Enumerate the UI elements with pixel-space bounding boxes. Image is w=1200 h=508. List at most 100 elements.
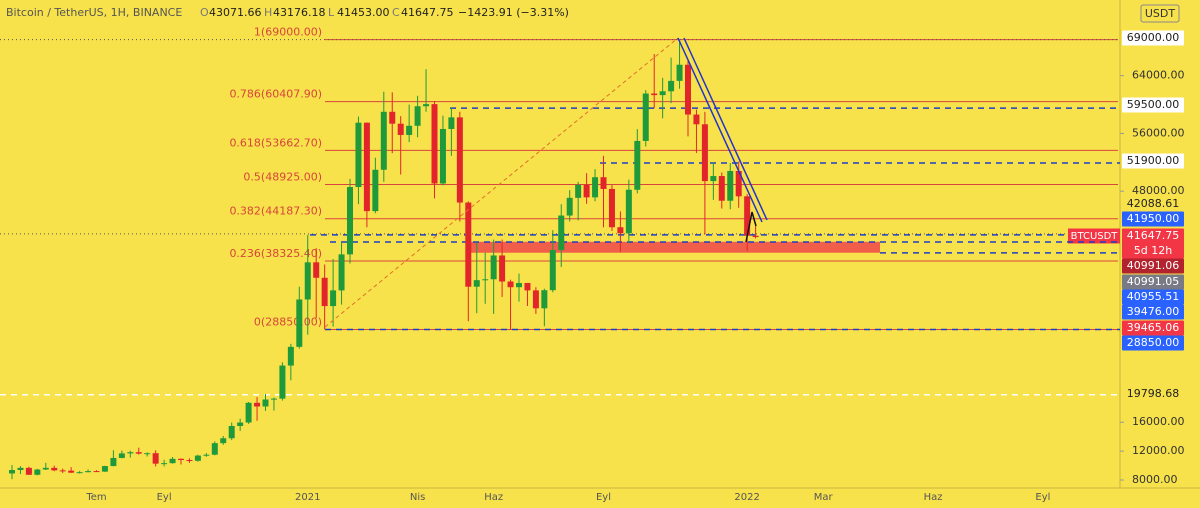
candle-body (254, 402, 261, 407)
candle-body (372, 169, 379, 212)
candle-body (617, 227, 624, 234)
x-tick-label: 2021 (295, 492, 320, 503)
y-tick-label: 48000.00 (1132, 184, 1185, 197)
price-label: 40991.05 (1127, 275, 1180, 288)
fib-label: 0.5(48925.00) (243, 171, 322, 184)
change: −1423.91 (−3.31%) (458, 6, 569, 19)
candle-body (110, 457, 117, 467)
candle-body (279, 365, 286, 399)
candle-body (727, 170, 734, 201)
candle-body (406, 125, 413, 135)
field-key: L (328, 6, 335, 19)
candle-body (330, 290, 337, 307)
candle-body (423, 104, 430, 107)
candle-body (68, 470, 75, 473)
candle-body (397, 123, 404, 135)
candle-body (262, 399, 269, 407)
candle-body (186, 459, 193, 461)
candle-body (194, 455, 201, 461)
price-label: 59500.00 (1127, 98, 1180, 111)
candle-body (752, 235, 759, 238)
candle-body (144, 453, 151, 455)
candle-body (203, 454, 210, 456)
y-tick-label: 16000.00 (1132, 415, 1185, 428)
candle-body (338, 254, 345, 291)
currency-box[interactable] (1140, 4, 1180, 23)
countdown: 5d 12h (1134, 244, 1172, 257)
candle-body (676, 64, 683, 81)
header: Bitcoin / TetherUS, 1H, BINANCE O 43071.6… (6, 6, 569, 19)
candle-body (304, 262, 311, 300)
candle-body (524, 282, 531, 291)
candle-body (127, 452, 134, 454)
x-tick-label: Mar (814, 492, 834, 503)
symbol: Bitcoin / TetherUS, 1H, BINANCE (6, 6, 182, 19)
candle-body (693, 114, 700, 125)
x-tick-label: Eyl (596, 492, 611, 503)
candle-body (541, 290, 548, 309)
candle-body (685, 64, 691, 115)
candle-body (575, 184, 582, 198)
candle-body (59, 470, 66, 472)
price-label: 69000.00 (1127, 31, 1180, 44)
x-tick-label: Tem (85, 492, 106, 503)
candle-body (178, 458, 184, 460)
x-tick-label: Eyl (157, 492, 172, 503)
price-label-box (1122, 304, 1184, 320)
candle-body (211, 443, 218, 455)
candle-body (321, 277, 328, 307)
candle-body (532, 290, 539, 309)
candle-body (634, 140, 641, 190)
candle-body (152, 453, 159, 464)
candle-body (448, 117, 455, 129)
y-tick-label: 56000.00 (1132, 126, 1185, 139)
candle-body (237, 422, 244, 426)
field-value: 43071.66 (209, 6, 262, 19)
candle-body (313, 262, 320, 278)
candle-body (583, 184, 590, 198)
candle-body (439, 128, 446, 184)
candle-body (718, 176, 725, 201)
candle-body (558, 215, 565, 251)
candle-body (642, 93, 649, 141)
price-label-box (1122, 211, 1184, 227)
candle-body (169, 458, 176, 464)
price-label-box (1122, 335, 1184, 351)
candle-body (363, 122, 370, 212)
candle-body (659, 91, 666, 96)
field-key: O (200, 6, 209, 19)
x-tick-label: Haz (924, 492, 943, 503)
fib-label: 0.382(44187.30) (229, 205, 322, 218)
candle-body (380, 111, 387, 170)
price-label: 39465.06 (1127, 321, 1180, 334)
y-tick-label: 8000.00 (1132, 473, 1178, 486)
candle-body (549, 250, 556, 291)
price-label: 40955.51 (1127, 290, 1180, 303)
fib-label: 0(28850.00) (254, 315, 322, 328)
x-tick-label: Eyl (1035, 492, 1050, 503)
candle-body (101, 466, 108, 472)
candle-body (710, 176, 717, 182)
price-label-box (1122, 228, 1184, 259)
candle-body (34, 469, 41, 475)
price-label-box (1122, 30, 1184, 46)
x-tick-label: Nis (410, 492, 425, 503)
price-label: 42088.61 (1127, 197, 1180, 210)
candle-body (220, 438, 227, 444)
price-label-box (1122, 258, 1184, 274)
trend-line (683, 37, 768, 221)
currency[interactable]: USDT (1145, 7, 1176, 20)
candle-body (507, 281, 514, 288)
candle-body (25, 467, 32, 475)
y-tick-label: 12000.00 (1132, 444, 1185, 457)
price-label-box (1122, 153, 1184, 169)
price-label: 51900.00 (1127, 154, 1180, 167)
candle-body (296, 299, 303, 347)
candle-body (245, 402, 252, 423)
candle-body (17, 467, 24, 471)
fib-trend-line (324, 37, 679, 328)
candle-body (456, 117, 463, 203)
field-value: 41647.75 (401, 6, 454, 19)
